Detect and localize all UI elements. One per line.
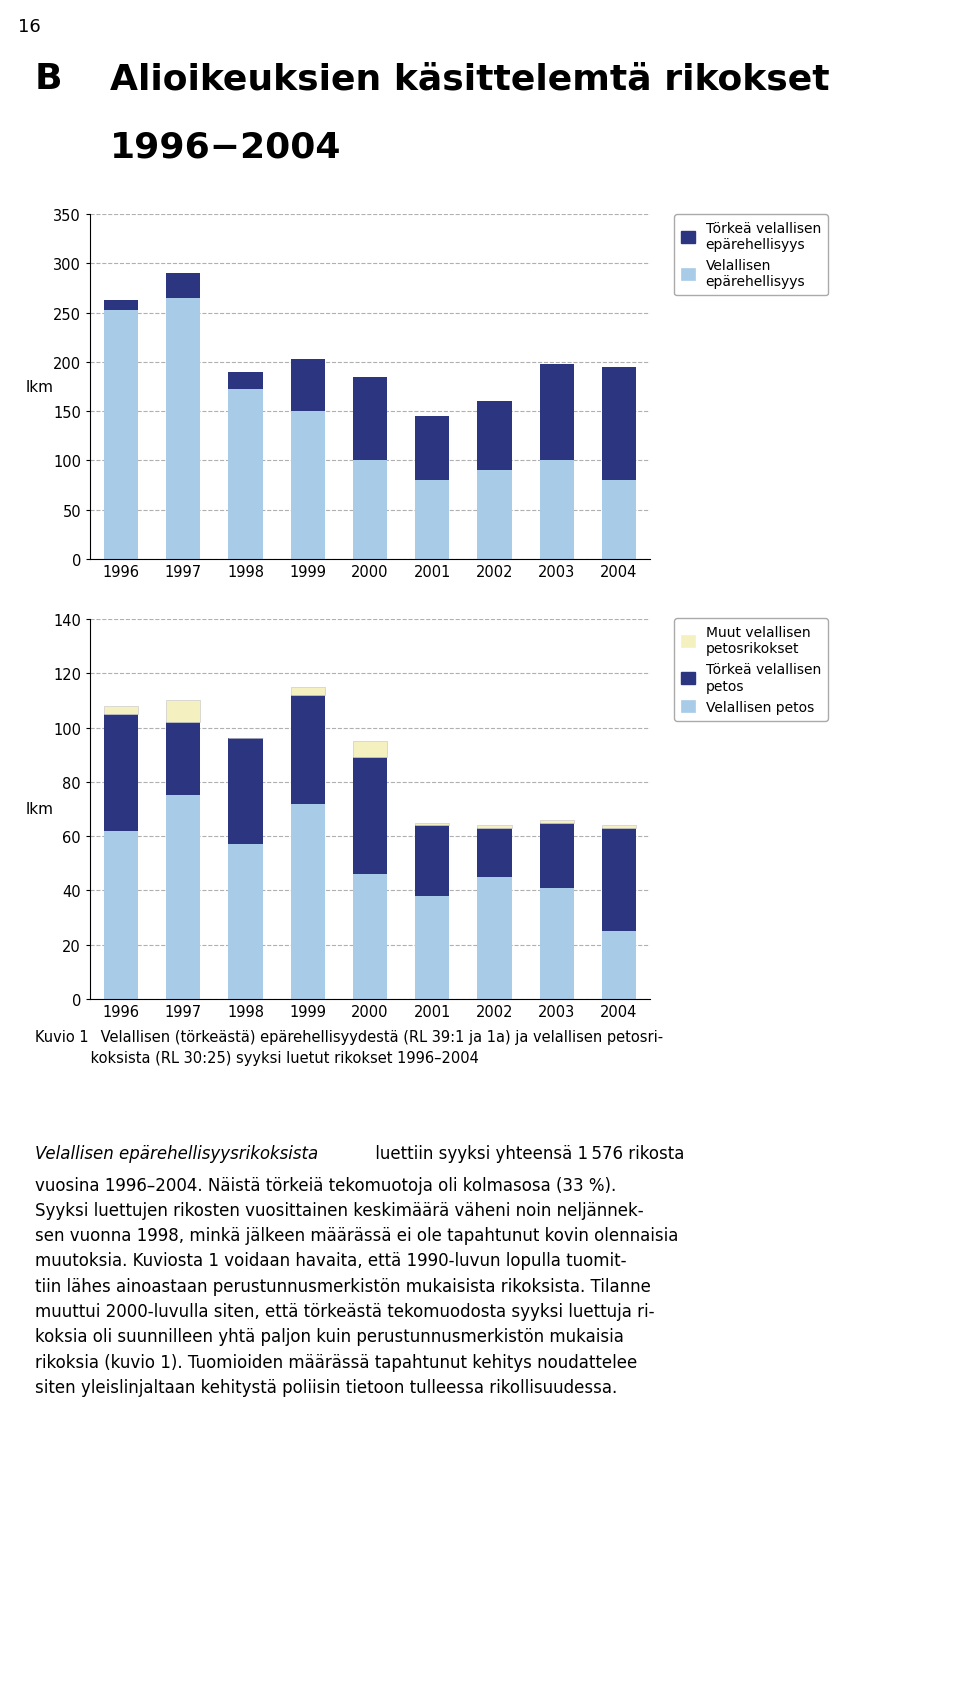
Legend: Muut velallisen
petosrikokset, Törkeä velallisen
petos, Velallisen petos: Muut velallisen petosrikokset, Törkeä ve… [674,619,828,721]
Bar [291,805,324,999]
Text: 1996−2004: 1996−2004 [110,130,342,164]
Text: vuosina 1996–2004. Näistä törkeiä tekomuotoja oli kolmasosa (33 %).
Syyksi luett: vuosina 1996–2004. Näistä törkeiä tekomu… [35,1176,679,1396]
Bar [166,701,201,723]
Bar [602,829,636,931]
Text: Kuvio 1  Velallisen (törkeästä) epärehellisyydestä (RL 39:1 ja 1a) ja velallisen: Kuvio 1 Velallisen (törkeästä) epärehell… [35,1030,663,1066]
Bar [104,832,138,999]
Bar [166,275,201,298]
Bar [104,300,138,310]
Bar [415,481,449,559]
Bar [104,714,138,832]
Text: B: B [35,61,62,95]
Bar [228,390,263,559]
Bar [477,829,512,878]
Bar [415,897,449,999]
Bar [104,706,138,714]
Bar [602,368,636,481]
Bar [353,759,387,875]
Bar [166,723,201,796]
Bar [291,696,324,805]
Bar [291,413,324,559]
Bar [540,888,574,999]
Bar [540,820,574,824]
Y-axis label: lkm: lkm [26,380,54,396]
Bar [477,471,512,559]
Bar [602,825,636,829]
Y-axis label: lkm: lkm [26,801,54,817]
Bar [104,310,138,559]
Bar [228,738,263,844]
Text: Velallisen epärehellisyysrikoksista: Velallisen epärehellisyysrikoksista [35,1144,319,1163]
Bar [477,825,512,829]
Bar [540,460,574,559]
Bar [540,824,574,888]
Bar [166,796,201,999]
Bar [415,825,449,897]
Bar [353,377,387,460]
Text: luettiin syyksi yhteensä 1 576 rikosta: luettiin syyksi yhteensä 1 576 rikosta [370,1144,684,1163]
Bar [477,402,512,471]
Legend: Törkeä velallisen
epärehellisyys, Velallisen
epärehellisyys: Törkeä velallisen epärehellisyys, Velall… [674,215,828,297]
Bar [166,298,201,559]
Text: 16: 16 [18,19,40,36]
Bar [353,460,387,559]
Bar [291,360,324,413]
Bar [602,931,636,999]
Bar [415,416,449,481]
Bar [228,844,263,999]
Bar [291,687,324,696]
Text: Alioikeuksien käsittelemtä rikokset: Alioikeuksien käsittelemtä rikokset [110,61,829,95]
Bar [602,481,636,559]
Bar [540,365,574,460]
Bar [353,875,387,999]
Bar [477,878,512,999]
Bar [228,372,263,390]
Bar [415,824,449,825]
Bar [353,742,387,759]
